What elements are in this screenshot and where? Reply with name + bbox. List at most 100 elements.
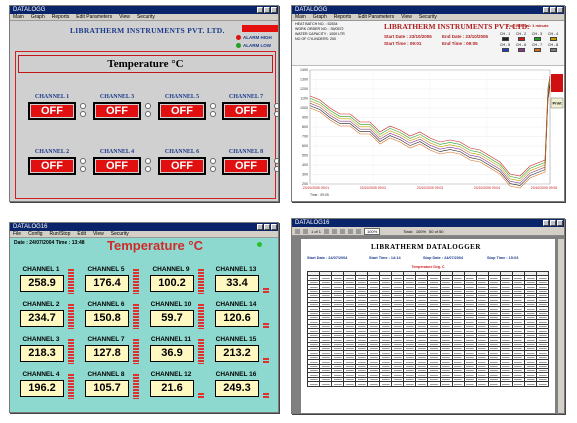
menu-view[interactable]: View: [119, 14, 130, 20]
channel-label: CHANNEL 5: [164, 94, 200, 100]
close-button[interactable]: [271, 224, 277, 230]
menu-view[interactable]: View: [93, 231, 104, 237]
minimize-button[interactable]: [257, 7, 263, 13]
channel-reading: 59.7: [150, 310, 194, 327]
table-cell: [535, 328, 550, 334]
legend-label: CH - 8: [548, 43, 559, 47]
channel-label: CHANNEL 6: [87, 301, 125, 308]
channel-label: CHANNEL 14: [215, 301, 257, 308]
menu-security[interactable]: Security: [418, 14, 437, 20]
maximize-button[interactable]: [264, 224, 270, 230]
minimize-button[interactable]: [543, 220, 549, 226]
maximize-button[interactable]: [550, 7, 556, 13]
search-icon[interactable]: [356, 228, 362, 234]
menu-graph[interactable]: Graph: [312, 14, 327, 20]
start-date: Start Date : 23/10/2005: [384, 34, 432, 39]
channel-label: CHANNEL 7: [87, 336, 125, 343]
vertical-scrollbar[interactable]: [558, 239, 564, 413]
table-row: [306, 345, 550, 352]
legend-label: CH - 3: [532, 32, 543, 36]
channel-tile: CHANNEL 4 OFF: [93, 149, 153, 175]
company-name: LIBRATHERM INSTRUMENTS PVT. LTD.: [384, 22, 530, 31]
menu-file[interactable]: File: [13, 231, 22, 237]
page-indicator: 1 of 1: [311, 228, 322, 234]
series-line: [309, 85, 551, 186]
menu-main[interactable]: Main: [13, 14, 24, 20]
table-cell: [535, 350, 550, 356]
channel-value-box: OFF: [28, 157, 76, 175]
low-led-icon: [210, 111, 216, 117]
table-row: [306, 367, 550, 374]
y-tick-label: 800: [302, 125, 308, 129]
export-icon[interactable]: [348, 228, 354, 234]
title-bar: DATALOG16: [10, 223, 278, 231]
table-row: [306, 301, 550, 308]
green-led-icon: [236, 43, 241, 48]
first-page-icon[interactable]: [295, 228, 300, 234]
minimize-button[interactable]: [257, 224, 263, 230]
menu-main[interactable]: Main: [295, 14, 306, 20]
close-button[interactable]: [557, 7, 563, 13]
channel-label: CHANNEL 8: [228, 149, 264, 155]
table-row: [306, 297, 550, 303]
table-row: [306, 376, 550, 383]
maximize-button[interactable]: [264, 7, 270, 13]
y-tick-label: 1300: [300, 78, 308, 82]
next-page-icon[interactable]: [324, 228, 330, 234]
series-line: [309, 80, 551, 182]
high-led-icon: [210, 158, 216, 164]
legend-swatch: [502, 37, 509, 41]
high-led-icon: [145, 158, 151, 164]
menu-edit-parameters[interactable]: Edit Parameters: [76, 14, 113, 20]
table-cell: [499, 381, 513, 387]
channel-tile: CHANNEL 16 249.3: [215, 371, 275, 399]
zoom-select[interactable]: 100%: [364, 227, 381, 235]
high-led-icon: [80, 158, 86, 164]
close-button[interactable]: [557, 220, 563, 226]
table-cell: [535, 381, 550, 387]
table-row: [306, 306, 550, 312]
channel-label: CHANNEL 4: [22, 371, 60, 378]
menu-security[interactable]: Security: [110, 231, 129, 237]
menu-edit-parameters[interactable]: Edit Parameters: [358, 14, 395, 20]
minimize-button[interactable]: [543, 7, 549, 13]
menu-bar: Main Graph Reports Edit Parameters View …: [292, 14, 564, 21]
channel-status: OFF: [96, 105, 138, 117]
stop-date: Stop Date : 24/07/2004: [423, 256, 464, 260]
indicator-leds: [210, 158, 216, 174]
channel-reading: 127.8: [85, 345, 129, 362]
table-row: [306, 354, 550, 361]
level-bar: [263, 288, 269, 294]
prev-page-icon[interactable]: [303, 228, 308, 234]
y-tick-label: 1400: [300, 68, 308, 72]
last-page-icon[interactable]: [332, 228, 338, 234]
table-cell: [403, 381, 417, 387]
stop-time: Stop Time : 15:03: [487, 256, 519, 260]
close-button[interactable]: [271, 7, 277, 13]
menu-reports[interactable]: Reports: [333, 14, 352, 20]
channel-status: OFF: [31, 160, 73, 172]
table-cell: [535, 354, 550, 361]
menu-view[interactable]: View: [401, 14, 412, 20]
menu-run-stop[interactable]: Run/Stop: [49, 231, 71, 237]
menu-config[interactable]: Config: [28, 231, 43, 237]
low-led-icon: [80, 166, 86, 172]
level-bar: [68, 374, 74, 399]
print-button[interactable]: [550, 97, 564, 109]
y-tick-label: 500: [302, 154, 308, 158]
y-tick-label: 700: [302, 135, 308, 139]
table-cell: [535, 319, 550, 325]
series-line: [309, 78, 551, 179]
alarm-indicator: [551, 74, 563, 92]
alarm-banner: [242, 25, 278, 32]
menu-edit[interactable]: Edit: [77, 231, 86, 237]
table-cell: [535, 341, 550, 347]
level-bar: [133, 374, 139, 399]
menu-security[interactable]: Security: [136, 14, 155, 20]
print-icon[interactable]: [340, 228, 346, 234]
indicator-leds: [80, 103, 86, 119]
table-cell: [535, 275, 550, 281]
menu-reports[interactable]: Reports: [51, 14, 70, 20]
maximize-button[interactable]: [550, 220, 556, 226]
menu-graph[interactable]: Graph: [30, 14, 45, 20]
